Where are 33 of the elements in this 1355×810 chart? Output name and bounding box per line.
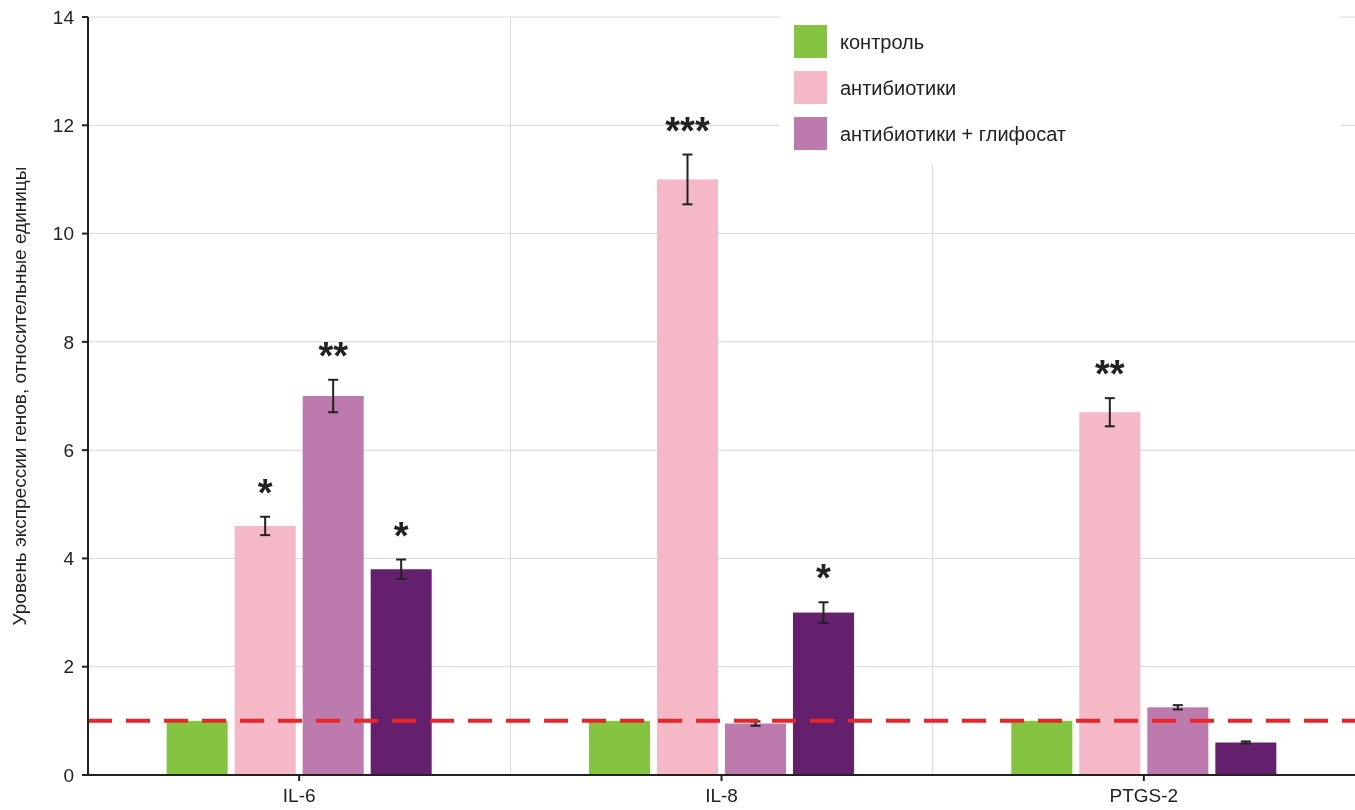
data-label: * [257,471,273,514]
bar [1147,707,1209,775]
y-tick-label: 4 [63,548,75,570]
data-label: *** [665,109,710,152]
x-tick-label: IL-6 [282,785,316,806]
bar [589,720,650,775]
y-tick-label: 14 [52,6,75,28]
bar [793,612,854,775]
x-tick-label: PTGS-2 [1109,785,1179,806]
data-label: ** [318,334,349,377]
y-tick-label: 0 [63,764,74,786]
bar [657,179,718,775]
y-tick-label: 8 [63,331,74,353]
legend-label: контроль [840,31,925,53]
legend-label: антибиотики + глифосат [840,123,1066,145]
y-tick-label: 12 [52,114,74,136]
bar [1011,720,1073,775]
bar [1215,742,1277,775]
bar [166,720,228,775]
y-tick-label: 10 [52,223,74,245]
bar [370,569,432,775]
data-label: ** [1095,353,1125,396]
data-label: * [393,514,409,557]
bar [302,396,364,775]
y-axis-title: Уровень экспрессии генов, относительные единицы [9,166,30,626]
bar [234,525,296,775]
x-tick-label: IL-8 [705,785,738,806]
y-tick-label: 2 [63,656,74,678]
data-label: * [816,557,832,600]
bar [725,723,786,775]
legend-label: антибиотики [840,77,957,99]
y-tick-label: 6 [63,439,74,461]
bar [1079,412,1141,775]
